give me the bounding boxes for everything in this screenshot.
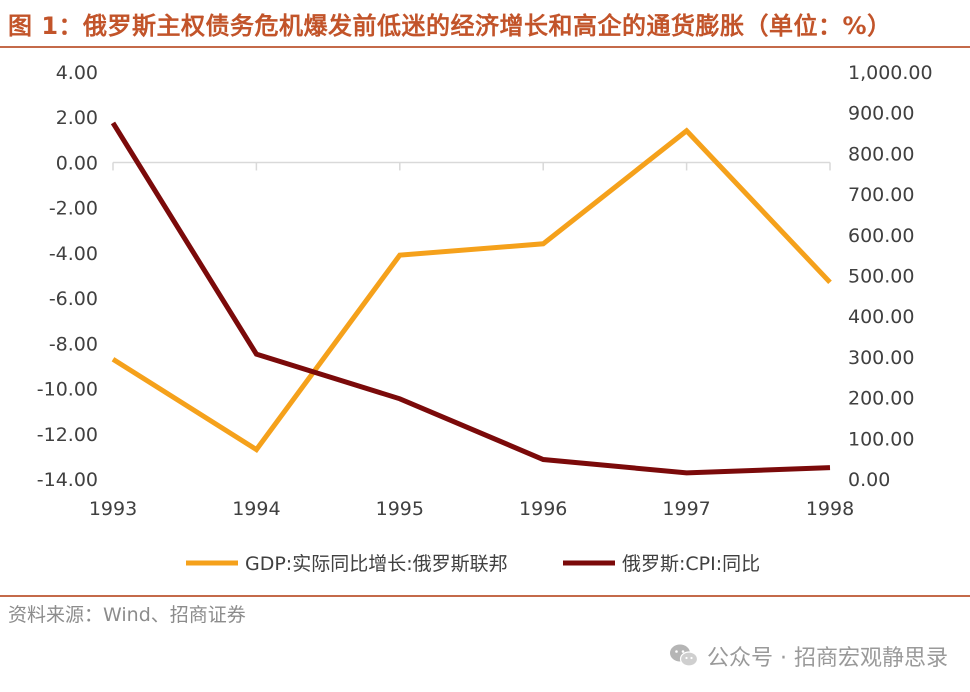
right-axis-tick-label: 1,000.00 (848, 62, 933, 84)
source-note: 资料来源：Wind、招商证券 (8, 604, 246, 626)
title-rule (0, 46, 970, 48)
right-axis-tick-label: 0.00 (848, 469, 890, 491)
x-axis-tick-label: 1995 (376, 498, 424, 520)
right-axis-tick-label: 100.00 (848, 428, 914, 450)
series-line-cpi (110, 121, 831, 476)
left-axis-tick-label: -6.00 (49, 288, 98, 310)
right-axis-ticks: 1,000.00 900.00 800.00 700.00 600.00 500.00 40… (848, 62, 933, 491)
left-axis-tick-label: 2.00 (56, 107, 98, 129)
legend: GDP:实际同比增长:俄罗斯联邦 俄罗斯:CPI:同比 (186, 553, 760, 575)
axes-layer (112, 161, 831, 171)
left-axis-tick-label: -8.00 (49, 333, 98, 355)
right-axis-tick-label: 300.00 (848, 347, 914, 369)
left-axis-tick-label: 4.00 (56, 62, 98, 84)
right-axis-tick-label: 400.00 (848, 306, 914, 328)
right-axis-tick-label: 500.00 (848, 266, 914, 288)
x-axis-ticks: 1993 1994 1995 1996 1997 1998 (89, 498, 854, 520)
chart-title: 图 1：俄罗斯主权债务危机爆发前低迷的经济增长和高企的通货膨胀（单位：%） (8, 12, 892, 40)
legend-label-cpi: 俄罗斯:CPI:同比 (622, 553, 760, 575)
legend-label-gdp: GDP:实际同比增长:俄罗斯联邦 (245, 553, 508, 575)
x-axis-tick-label: 1994 (232, 498, 280, 520)
x-axis-tick-label: 1997 (662, 498, 710, 520)
left-axis-tick-label: -2.00 (49, 198, 98, 220)
right-axis-tick-label: 200.00 (848, 388, 914, 410)
wechat-icon (670, 644, 699, 667)
x-axis-tick-label: 1993 (89, 498, 137, 520)
left-axis-ticks: 4.00 2.00 0.00 -2.00 -4.00 -6.00 -8.00 -10.00 -1… (37, 62, 98, 491)
right-axis-tick-label: 800.00 (848, 143, 914, 165)
line-chart: 4.00 2.00 0.00 -2.00 -4.00 -6.00 -8.00 -10.00 -1… (37, 62, 933, 575)
x-axis-tick-label: 1996 (519, 498, 567, 520)
watermark: 公众号 · 招商宏观静思录 (669, 640, 948, 672)
right-axis-tick-label: 700.00 (848, 184, 914, 206)
series-line-gdp (111, 127, 832, 453)
footer-rule (0, 595, 970, 597)
left-axis-tick-label: -4.00 (49, 243, 98, 265)
left-axis-tick-label: 0.00 (56, 152, 98, 174)
series-layer (110, 121, 832, 476)
right-axis-tick-label: 600.00 (848, 225, 914, 247)
left-axis-tick-label: -10.00 (37, 379, 98, 401)
left-axis-tick-label: -14.00 (37, 469, 98, 491)
left-axis-tick-label: -12.00 (37, 424, 98, 446)
right-axis-tick-label: 900.00 (848, 103, 914, 125)
x-axis-tick-label: 1998 (806, 498, 854, 520)
watermark-text: 公众号 · 招商宏观静思录 (707, 646, 948, 671)
